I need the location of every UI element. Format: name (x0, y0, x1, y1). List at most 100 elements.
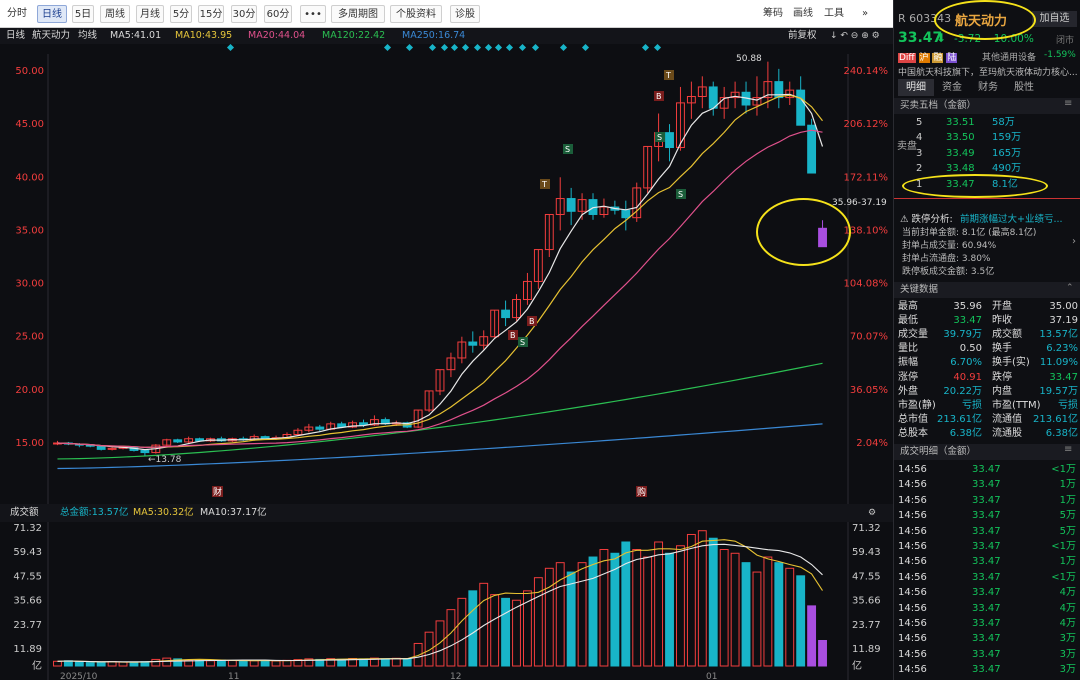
trade-time: 14:56 (898, 587, 927, 599)
kline-chart[interactable]: 50.00 240.14% 45.00 206.12% 40.00 172.11% 35.0… (0, 54, 893, 504)
orderbook-price[interactable]: 33.50 (946, 132, 975, 144)
tab-funds[interactable]: 资金 (942, 82, 962, 93)
toolbar-tab[interactable]: 个股资料 (390, 5, 442, 23)
add-watchlist-button[interactable]: 加自选 (1032, 11, 1077, 27)
orderbook-price[interactable]: 33.47 (946, 178, 975, 190)
down-arrow-icon: ⬇ (936, 31, 947, 45)
vol-ma10-line (57, 543, 823, 663)
trade-price: 33.47 (972, 556, 1001, 568)
toolbar-right-item[interactable]: 筹码 (763, 8, 783, 19)
trade-price: 33.47 (972, 587, 1001, 599)
keydata-value: 11.09% (1039, 357, 1078, 369)
candle-body (490, 309, 500, 338)
signal-diamond (473, 43, 482, 52)
price-tick: 20.00 (15, 385, 44, 396)
trades-menu-icon[interactable]: ≡ (1064, 444, 1073, 455)
keydata-label: 市盈(静) (898, 399, 936, 411)
volume-gear-icon[interactable]: ⚙ (868, 508, 877, 518)
toolbar-tab[interactable]: 多周期图 (331, 5, 385, 23)
keydata-title: 关键数据 (894, 282, 1080, 298)
volume-bar (151, 658, 161, 667)
trade-price: 33.47 (972, 618, 1001, 629)
orderbook-menu-icon[interactable]: ≡ (1064, 98, 1073, 109)
ma120-line (57, 362, 823, 460)
orderbook-amount: 490万 (992, 163, 1022, 175)
volume-bar (468, 590, 478, 667)
adjust-label[interactable]: 前复权 (788, 30, 817, 41)
vol-tick: 71.32 (13, 523, 42, 534)
orderbook-price[interactable]: 33.49 (946, 147, 975, 159)
stock-name: 航天动力 (955, 14, 1008, 29)
candle-body (807, 124, 817, 174)
keydata-value: 40.91 (953, 371, 982, 383)
bs-marker-label: S (520, 338, 525, 347)
toolbar-tab[interactable]: 15分 (198, 5, 224, 23)
trade-price: 33.47 (972, 571, 1001, 583)
keydata-value: 37.19 (1049, 315, 1078, 327)
toolbar-tab[interactable]: 诊股 (450, 5, 480, 23)
signal-diamond (641, 43, 650, 52)
volume-bar (708, 537, 718, 667)
candle-body (512, 299, 521, 319)
trade-price: 33.47 (972, 510, 1001, 522)
vol-tick-right: 11.89 (852, 644, 881, 655)
toolbar-right-item[interactable]: 工具 (824, 8, 844, 19)
bs-marker-label: T (665, 71, 671, 80)
chart-tool-icons[interactable]: ↓ ↶ ⊖ ⊕ ⚙ (830, 31, 880, 41)
ma20-value: MA20:44.04 (248, 30, 306, 41)
stock-label: 航天动力 (32, 30, 71, 41)
volume-bar (523, 590, 532, 667)
trade-price: 33.47 (972, 541, 1001, 552)
candle-body (577, 199, 587, 212)
candle-body (555, 198, 565, 215)
toolbar-tab[interactable]: 日线 (37, 5, 67, 23)
signal-diamond (581, 43, 590, 52)
volume-bar (774, 562, 784, 667)
toolbar-tab[interactable]: 60分 (264, 5, 292, 23)
toolbar-tab[interactable]: 5日 (72, 5, 94, 23)
tab-detail[interactable]: 明细 (898, 79, 934, 96)
toolbar-right-item[interactable]: » (861, 8, 869, 19)
keydata-label: 流通值 (992, 413, 1022, 425)
vol-ma10: MA10:37.17亿 (200, 507, 267, 518)
toolbar-tab[interactable]: 分时 (7, 8, 27, 19)
ma250-line (57, 423, 823, 470)
company-brief[interactable]: 中国航天科技旗下，至玛航天液体动力核心... (898, 68, 1078, 78)
toolbar-tab[interactable]: 周线 (100, 5, 130, 23)
candle-body (533, 249, 543, 282)
keydata-value: 19.57万 (1039, 385, 1078, 397)
bs-marker-label: B (510, 331, 516, 340)
candle-body (446, 357, 456, 371)
keydata-label: 换手(实) (992, 357, 1030, 369)
toolbar-tab[interactable]: ••• (300, 5, 326, 23)
candle-body (544, 213, 554, 251)
toolbar-tab[interactable]: 30分 (231, 5, 257, 23)
volume-chart[interactable]: 71.32 71.32 59.43 59.43 47.55 47.55 35.66 35.66… (0, 522, 893, 680)
orderbook-divider (894, 198, 1080, 199)
avg-label[interactable]: 均线 (78, 30, 98, 41)
signal-diamond-row (0, 43, 893, 54)
toolbar-tab[interactable]: 5分 (170, 5, 192, 23)
tab-character[interactable]: 股性 (1014, 82, 1034, 93)
orderbook-price[interactable]: 33.51 (946, 117, 975, 128)
toolbar-tab[interactable]: 月线 (136, 5, 164, 23)
volume-bar (741, 562, 751, 667)
range-annotation: 35.96-37.19 (832, 198, 887, 208)
chevron-right-icon[interactable]: › (1072, 236, 1076, 247)
orderbook-price[interactable]: 33.48 (946, 163, 975, 175)
sector-name[interactable]: 其他通用设备 (982, 53, 1037, 63)
volume-label[interactable]: 成交额 (10, 507, 39, 518)
collapse-icon[interactable]: ⌃ (1066, 283, 1074, 293)
bs-marker (676, 189, 686, 199)
keydata-label: 流通股 (992, 427, 1022, 439)
tab-finance[interactable]: 财务 (978, 82, 998, 93)
volume-bar (402, 658, 412, 667)
bs-marker (654, 91, 664, 101)
limit-reason[interactable]: 前期涨幅过大+业绩亏... (960, 214, 1063, 225)
tag-badges: Diff 沪 融 陆 (898, 53, 958, 63)
candle-body (304, 426, 314, 431)
ma120-value: MA120:22.42 (322, 30, 386, 41)
buy-marker (636, 486, 647, 497)
signal-diamond (440, 43, 449, 52)
toolbar-right-item[interactable]: 画线 (793, 8, 813, 19)
